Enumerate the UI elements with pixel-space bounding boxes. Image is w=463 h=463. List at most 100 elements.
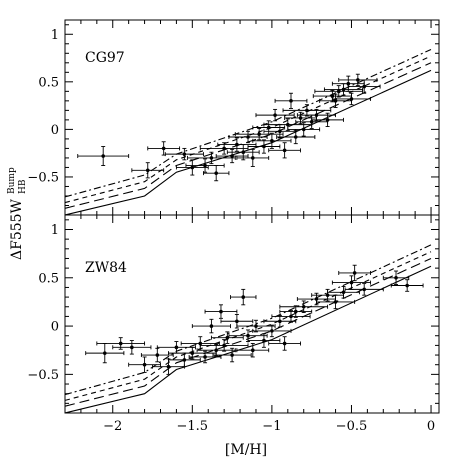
data-marker bbox=[282, 341, 287, 346]
data-marker bbox=[230, 154, 234, 158]
x-axis-title: [M/H] bbox=[225, 442, 267, 458]
data-marker bbox=[270, 329, 274, 333]
model-line-short-dash bbox=[65, 251, 432, 401]
y-tick-label: 0.5 bbox=[38, 271, 59, 286]
data-point bbox=[338, 73, 378, 87]
data-marker bbox=[235, 319, 239, 324]
data-point bbox=[331, 92, 372, 106]
model-line-short-dash bbox=[65, 55, 432, 204]
y-tick-label: 0.5 bbox=[38, 75, 59, 90]
data-marker bbox=[222, 146, 226, 151]
data-point bbox=[252, 120, 286, 135]
data-marker bbox=[301, 304, 306, 309]
data-marker bbox=[349, 280, 354, 285]
data-marker bbox=[130, 345, 134, 350]
data-marker bbox=[118, 341, 123, 346]
data-point bbox=[338, 264, 372, 282]
data-point bbox=[252, 324, 292, 338]
data-point bbox=[279, 300, 329, 314]
panel-label-cg97: CG97 bbox=[85, 50, 125, 66]
data-marker bbox=[250, 156, 255, 160]
data-marker bbox=[341, 290, 346, 295]
data-point bbox=[212, 347, 252, 363]
data-marker bbox=[182, 358, 187, 362]
data-marker bbox=[190, 351, 195, 355]
y-tick-label: 0 bbox=[51, 320, 59, 335]
data-point bbox=[331, 75, 365, 92]
data-point bbox=[271, 310, 311, 323]
data-marker bbox=[341, 87, 346, 92]
data-marker bbox=[142, 362, 147, 367]
y-tick-label: 1 bbox=[51, 223, 59, 238]
data-point bbox=[217, 137, 257, 152]
data-point bbox=[344, 283, 384, 296]
data-marker bbox=[333, 300, 338, 304]
data-marker bbox=[286, 122, 290, 127]
data-marker bbox=[314, 113, 319, 117]
data-point bbox=[215, 148, 249, 164]
data-marker bbox=[214, 171, 218, 175]
data-marker bbox=[282, 148, 287, 153]
data-marker bbox=[325, 118, 330, 122]
data-point bbox=[255, 108, 295, 122]
data-point bbox=[196, 343, 236, 357]
data-point bbox=[279, 305, 313, 318]
data-point bbox=[191, 318, 231, 334]
y-axis-title-sup: Bump bbox=[7, 167, 17, 194]
x-tick-label: −2 bbox=[103, 419, 122, 434]
y-tick-label: 1 bbox=[51, 28, 59, 43]
data-marker bbox=[262, 338, 266, 343]
data-point bbox=[331, 275, 372, 290]
data-marker bbox=[362, 287, 367, 292]
x-tick-label: 0 bbox=[427, 419, 435, 434]
data-marker bbox=[145, 168, 150, 173]
data-marker bbox=[362, 84, 367, 89]
y-tick-label: 0 bbox=[51, 123, 59, 138]
y-axis-title: ΔF555W Bump HB bbox=[7, 167, 28, 260]
data-marker bbox=[325, 293, 330, 297]
data-marker bbox=[352, 271, 357, 275]
data-point bbox=[314, 85, 364, 98]
data-marker bbox=[394, 275, 398, 280]
data-marker bbox=[405, 283, 409, 288]
data-point bbox=[187, 151, 236, 165]
data-marker bbox=[254, 324, 258, 328]
data-marker bbox=[203, 163, 207, 168]
data-marker bbox=[278, 319, 282, 324]
y-axis-title-sub: HB bbox=[18, 179, 28, 194]
x-tick-label: −0.5 bbox=[336, 419, 368, 434]
data-point bbox=[112, 340, 152, 355]
data-marker bbox=[293, 135, 298, 139]
data-marker bbox=[273, 113, 277, 117]
data-point bbox=[287, 122, 321, 137]
data-point bbox=[282, 104, 332, 117]
x-tick-label: −1.5 bbox=[177, 419, 209, 434]
data-marker bbox=[289, 314, 293, 319]
data-point bbox=[77, 146, 130, 166]
x-tick-label: −1 bbox=[262, 419, 281, 434]
data-point bbox=[226, 144, 260, 161]
data-point bbox=[188, 350, 222, 364]
data-marker bbox=[203, 355, 207, 359]
data-marker bbox=[349, 97, 354, 101]
data-point bbox=[230, 288, 257, 306]
data-point bbox=[128, 356, 161, 373]
panel-zw84: −2 −1.5 −1 −0.5 0 −0.5 0 0.5 1 bbox=[27, 214, 440, 434]
y-axis-title-main: ΔF555W bbox=[9, 198, 25, 260]
data-point bbox=[85, 343, 125, 364]
data-point bbox=[347, 79, 381, 94]
data-marker bbox=[298, 116, 303, 120]
data-point bbox=[268, 142, 301, 159]
data-marker bbox=[166, 364, 171, 369]
data-point bbox=[236, 319, 276, 333]
data-point bbox=[247, 333, 281, 348]
data-point bbox=[296, 108, 337, 122]
data-marker bbox=[289, 99, 293, 103]
data-marker bbox=[155, 353, 160, 357]
data-marker bbox=[330, 94, 335, 98]
data-marker bbox=[246, 135, 250, 139]
data-marker bbox=[182, 152, 187, 156]
data-marker bbox=[161, 146, 166, 151]
panel-cg97: −0.5 0 0.5 1 bbox=[27, 19, 440, 216]
